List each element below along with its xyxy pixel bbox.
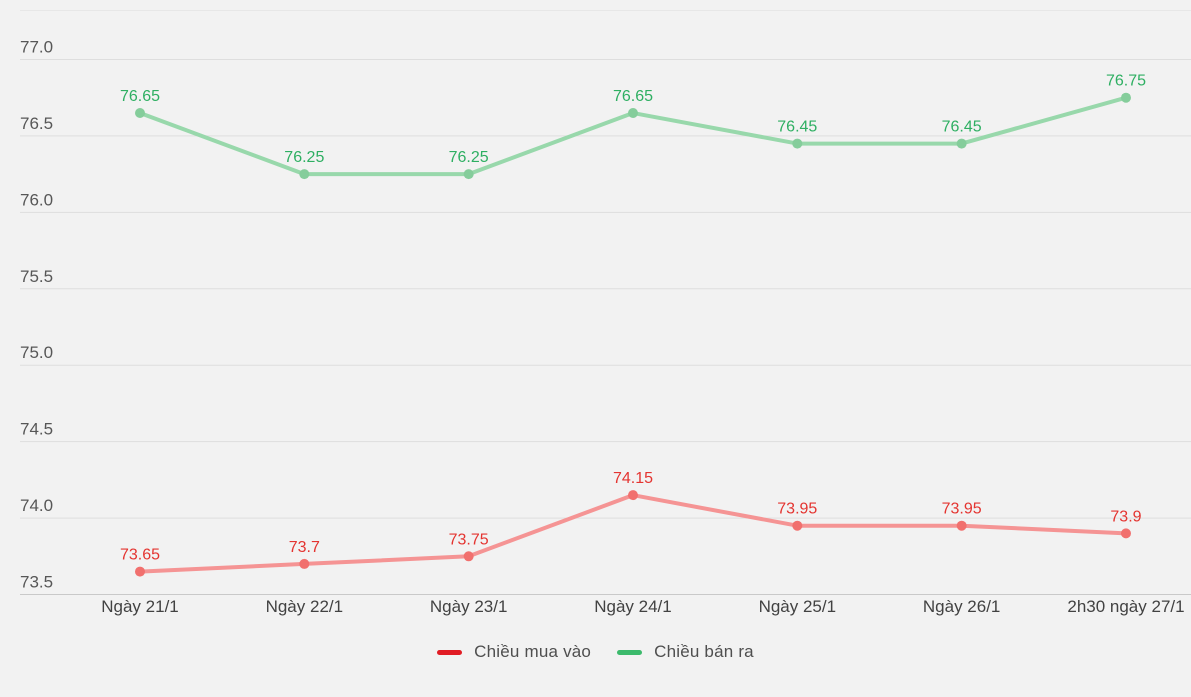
chart-legend: Chiều mua vào Chiều bán ra (0, 642, 1191, 662)
x-tick-label: Ngày 24/1 (594, 597, 672, 616)
x-tick-label: Ngày 25/1 (759, 597, 837, 616)
legend-label-ban-ra: Chiều bán ra (654, 642, 754, 661)
y-tick-label: 76.0 (20, 190, 53, 209)
data-point[interactable] (1120, 92, 1131, 103)
data-point[interactable] (135, 108, 145, 118)
data-label: 76.25 (284, 149, 324, 166)
y-tick-label: 77.0 (20, 38, 53, 57)
data-label: 74.15 (613, 470, 653, 487)
y-tick-label: 76.5 (20, 114, 53, 133)
y-tick-label: 74.0 (20, 496, 53, 515)
y-tick-label: 73.5 (20, 573, 53, 592)
data-point[interactable] (956, 520, 967, 531)
legend-label-mua-vao: Chiều mua vào (474, 642, 592, 661)
data-point[interactable] (627, 108, 638, 118)
data-label: 76.75 (1106, 73, 1146, 90)
y-tick-label: 75.5 (20, 267, 53, 286)
data-point[interactable] (1120, 528, 1131, 539)
data-label: 73.95 (777, 501, 817, 518)
legend-marker-green (617, 649, 643, 655)
legend-item-mua-vao[interactable]: Chiều mua vào (437, 642, 591, 662)
legend-item-ban-ra[interactable]: Chiều bán ra (617, 642, 754, 662)
data-label: 73.7 (289, 539, 320, 556)
data-label: 76.45 (942, 119, 982, 136)
data-label: 73.75 (449, 531, 489, 548)
data-point[interactable] (299, 558, 310, 569)
x-tick-label: Ngày 21/1 (101, 597, 179, 616)
data-point[interactable] (299, 169, 310, 180)
x-tick-label: 2h30 ngày 27/1 (1067, 597, 1184, 616)
legend-marker-red (437, 649, 463, 655)
y-tick-label: 74.5 (20, 420, 53, 439)
y-tick-label: 75.0 (20, 343, 53, 362)
data-point[interactable] (463, 169, 474, 180)
data-label: 73.95 (942, 501, 982, 518)
data-point[interactable] (627, 490, 638, 501)
plot-area: 77.0 76.5 76.0 75.5 75.0 74.5 74.0 73.5 Ngày 21/… (20, 10, 1191, 616)
data-label: 73.9 (1110, 508, 1141, 525)
data-point[interactable] (956, 138, 967, 149)
x-tick-label: Ngày 26/1 (923, 597, 1001, 616)
data-point[interactable] (792, 138, 803, 149)
data-point[interactable] (463, 551, 474, 562)
data-label: 73.65 (120, 547, 160, 564)
data-label: 76.65 (613, 88, 653, 105)
x-tick-label: Ngày 22/1 (266, 597, 344, 616)
x-tick-label: Ngày 23/1 (430, 597, 508, 616)
data-label: 76.45 (777, 119, 817, 136)
data-label: 76.25 (449, 149, 489, 166)
data-point[interactable] (135, 566, 145, 577)
data-label: 76.65 (120, 88, 160, 105)
data-point[interactable] (792, 520, 803, 531)
